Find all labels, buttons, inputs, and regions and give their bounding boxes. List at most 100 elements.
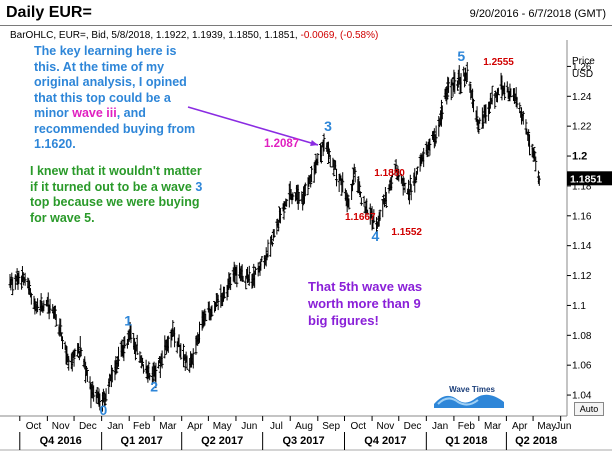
month-label: Dec (79, 421, 97, 432)
ohlc-bar (306, 177, 310, 196)
ohlc-bar (34, 301, 38, 312)
ohlc-bar (422, 147, 426, 168)
ohlc-bar (278, 206, 282, 223)
ohlc-bar (110, 368, 114, 383)
ohlc-bar (36, 298, 40, 313)
month-label: Apr (512, 421, 528, 432)
ohlc-bar (453, 73, 457, 94)
key-learning-part2: , and recommended buying from 1.1620. (34, 106, 196, 151)
ohlc-bar (160, 350, 164, 369)
ohlc-bar (530, 143, 534, 158)
ohlc-bar (171, 320, 175, 336)
ohlc-bar (403, 182, 407, 193)
ohlc-bar (303, 182, 307, 197)
ohlc-bar (204, 313, 208, 322)
price-tick-label: 1.08 (572, 331, 592, 342)
ohlc-bar (28, 280, 32, 295)
wave-label-4: 4 (372, 228, 380, 244)
month-label: Mar (159, 421, 177, 432)
ohlc-bar (493, 92, 497, 109)
price-tick-label: 1.06 (572, 361, 592, 372)
ohlc-bar (471, 98, 475, 113)
ohlc-bar (496, 87, 500, 96)
ohlc-bar (370, 206, 374, 231)
price-tick-label: 1.14 (572, 241, 592, 252)
ohlc-bar (104, 388, 108, 402)
ohlc-bar (487, 101, 491, 115)
ohlc-bar (270, 241, 274, 247)
ohlc-bar (229, 276, 233, 291)
price-label: 1.1880 (374, 168, 405, 179)
ohlc-bar (291, 192, 295, 201)
ohlc-bar (391, 169, 395, 178)
key-learning-highlight: wave iii (72, 106, 117, 120)
price-tick-label: 1.16 (572, 211, 592, 222)
ohlc-bar (266, 239, 270, 258)
ohlc-bar (520, 107, 524, 125)
ohlc-bar (358, 181, 362, 195)
ohlc-bar (194, 335, 198, 355)
quarter-label: Q3 2017 (282, 435, 324, 447)
ohlc-bar (207, 301, 211, 321)
ohlc-bar (347, 198, 351, 210)
last-price-tag (567, 171, 612, 186)
quarter-label: Q2 2017 (201, 435, 243, 447)
annotation-arrow (187, 106, 319, 146)
month-label: Feb (133, 421, 151, 432)
ohlc-bar (78, 336, 82, 358)
ohlc-bar (270, 234, 274, 244)
ohlc-bar (440, 105, 444, 120)
price-tick-label: 1.26 (572, 62, 592, 73)
header-divider (0, 25, 612, 26)
ohlc-bar (214, 293, 218, 308)
ohlc-bar (67, 356, 71, 371)
price-tick-label: 1.12 (572, 271, 592, 282)
fifth-wave-note: That 5th wave was worth more than 9 big … (308, 279, 423, 328)
ohlc-bar (116, 356, 120, 370)
ohlc-bar (309, 174, 313, 188)
price-label: 1.1552 (391, 227, 422, 238)
annotation-arrowhead (310, 139, 319, 146)
ohlc-bar (241, 275, 245, 282)
ohlc-bar (10, 272, 14, 286)
price-label: 1.1667 (345, 212, 376, 223)
price-axis-label: Price (572, 56, 595, 67)
ohlc-bar (310, 165, 314, 183)
date-range: 9/20/2016 - 6/7/2018 (GMT) (469, 8, 606, 20)
wave-label-2: 2 (150, 379, 158, 395)
auto-scale-button[interactable]: Auto (574, 402, 604, 416)
ohlc-bar (115, 359, 119, 374)
wave3-highlight: 3 (195, 179, 203, 194)
ohlc-bar (141, 364, 145, 374)
wave-label-5: 5 (457, 48, 465, 64)
ohlc-bar (216, 294, 220, 311)
month-label: Jul (270, 421, 283, 432)
ohlc-bar (173, 327, 177, 348)
month-label: Jun (555, 421, 571, 432)
ohlc-bar (92, 385, 96, 402)
ohlc-bar (163, 335, 167, 359)
price-tick-label: 1.1 (572, 301, 586, 312)
logo-text: Wave Times (449, 385, 495, 394)
ohlc-bar (29, 292, 33, 305)
quarter-label: Q4 2017 (364, 435, 406, 447)
ohlc-bar (484, 104, 488, 124)
ohlc-bar (32, 295, 36, 310)
ohlc-bar (407, 179, 411, 201)
ohlc-bar (181, 343, 185, 368)
ohlc-bar (76, 343, 80, 354)
month-label: Nov (52, 421, 70, 432)
ohlc-bar (359, 191, 363, 198)
month-label: Apr (187, 421, 203, 432)
ohlc-bar (515, 96, 519, 109)
ohlc-bar (300, 191, 304, 203)
ohlc-bar (327, 148, 331, 157)
ohlc-bar (401, 175, 405, 196)
ohlc-bar (203, 308, 207, 326)
ohlc-bar (184, 351, 188, 364)
ohlc-bar (459, 73, 463, 94)
ohlc-bar (277, 219, 281, 232)
ohlc-bar (534, 156, 538, 172)
ohlc-bar (362, 195, 366, 207)
ohlc-bar (351, 167, 355, 186)
